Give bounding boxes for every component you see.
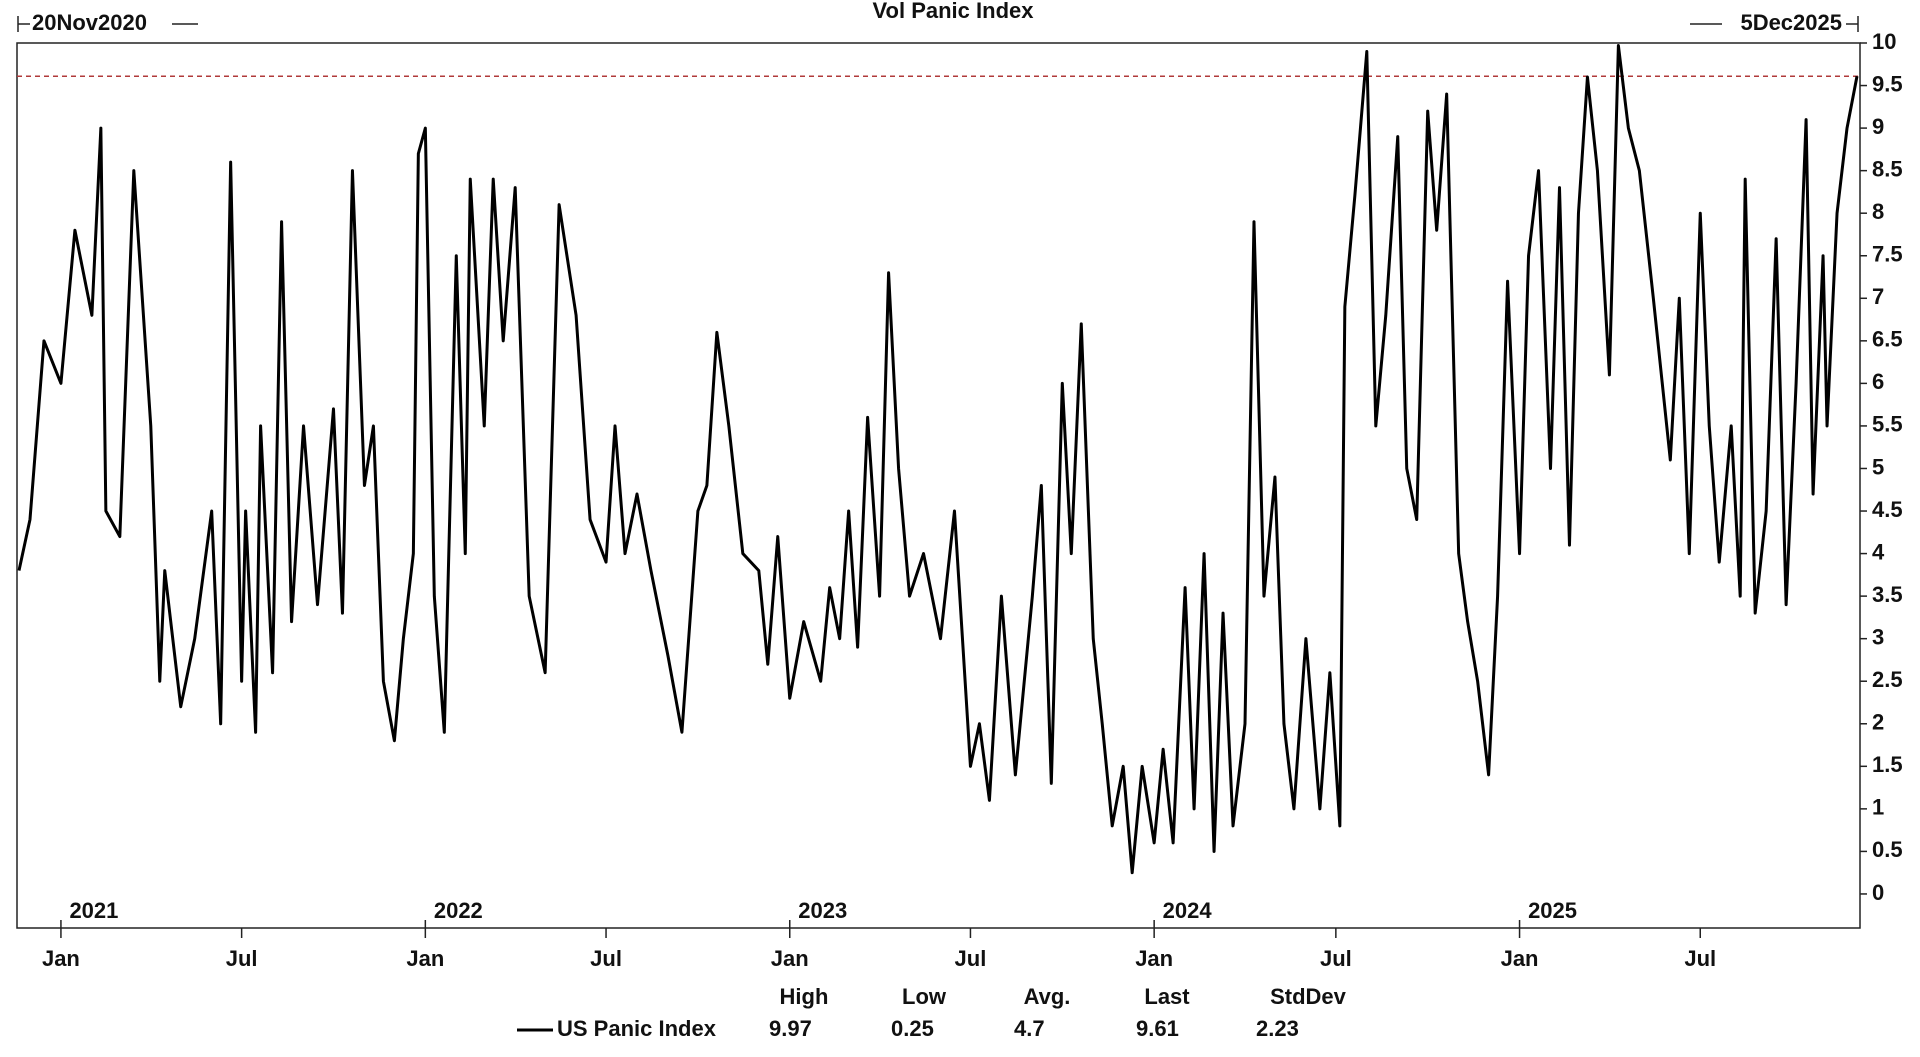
x-tick-label: Jan [42,946,80,971]
stat-value: 2.23 [1256,1016,1299,1041]
stat-header: StdDev [1270,984,1347,1009]
year-label: 2022 [434,898,483,923]
x-tick-label: Jul [1684,946,1716,971]
y-tick-label: 3.5 [1872,582,1903,607]
legend-label: US Panic Index [557,1016,717,1041]
start-date-label: 20Nov2020 [32,10,147,35]
y-tick-label: 0 [1872,880,1884,905]
y-tick-label: 2.5 [1872,667,1903,692]
x-tick-label: Jul [1320,946,1352,971]
y-tick-label: 8.5 [1872,156,1903,181]
stat-header: Low [902,984,947,1009]
stat-header: Last [1144,984,1190,1009]
stat-value: 4.7 [1014,1016,1045,1041]
stat-header: Avg. [1024,984,1071,1009]
year-label: 2021 [69,898,118,923]
stat-value: 0.25 [891,1016,934,1041]
y-tick-label: 6 [1872,369,1884,394]
year-label: 2024 [1163,898,1213,923]
x-tick-label: Jan [771,946,809,971]
chart-title: Vol Panic Index [873,0,1035,23]
x-tick-label: Jan [406,946,444,971]
stat-value: 9.61 [1136,1016,1179,1041]
y-tick-label: 9.5 [1872,71,1903,96]
y-tick-label: 0.5 [1872,837,1903,862]
x-tick-label: Jul [226,946,258,971]
x-tick-label: Jan [1135,946,1173,971]
y-tick-label: 2 [1872,710,1884,735]
y-tick-label: 8 [1872,199,1884,224]
y-tick-label: 7.5 [1872,242,1903,267]
x-tick-label: Jul [590,946,622,971]
y-tick-label: 10 [1872,29,1896,54]
end-date-label: 5Dec2025 [1740,10,1842,35]
y-tick-label: 6.5 [1872,327,1903,352]
stat-value: 9.97 [769,1016,812,1041]
plot-frame [16,42,1861,929]
y-tick-label: 5 [1872,454,1884,479]
data-line [17,44,1859,875]
y-tick-label: 1 [1872,795,1884,820]
x-tick-label: Jul [955,946,987,971]
y-tick-label: 1.5 [1872,752,1903,777]
y-tick-label: 4 [1872,539,1885,564]
y-tick-label: 3 [1872,624,1884,649]
year-label: 2023 [798,898,847,923]
x-tick-label: Jan [1501,946,1539,971]
y-tick-label: 4.5 [1872,497,1903,522]
stat-header: High [780,984,829,1009]
year-label: 2025 [1528,898,1577,923]
y-tick-label: 9 [1872,114,1884,139]
y-tick-label: 7 [1872,284,1884,309]
y-tick-label: 5.5 [1872,412,1903,437]
